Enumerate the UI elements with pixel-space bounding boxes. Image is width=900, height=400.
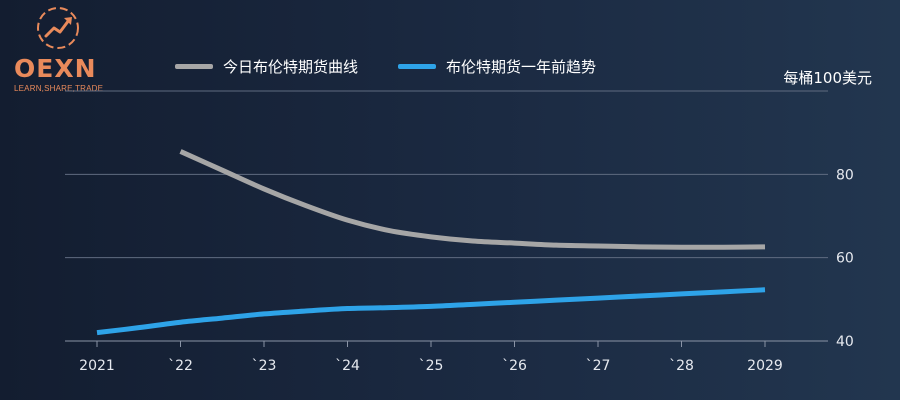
series-line-today-curve (179, 149, 766, 250)
brand-tagline: LEARN,SHARE,TRADE (14, 84, 104, 93)
chart-legend: 今日布伦特期货曲线 布伦特期货一年前趋势 (175, 56, 636, 77)
x-tick-label: `28 (669, 358, 694, 374)
legend-swatch-year-ago (398, 64, 437, 69)
x-tick-label: 2021 (79, 358, 115, 374)
y-tick-label: 60 (836, 251, 854, 267)
brand-logo: OEXN LEARN,SHARE,TRADE (6, 4, 116, 96)
legend-label-today: 今日布伦特期货曲线 (223, 58, 359, 76)
tick-labels: 40 60 80 2021 `22 `23 `24 `25 `26 `27 `28 2029 (79, 167, 854, 374)
x-tick-label: `23 (252, 358, 277, 374)
x-tick-label: `26 (502, 358, 527, 374)
legend-swatch-today (175, 64, 213, 69)
brand-name: OEXN (14, 54, 97, 83)
y-tick-label: 80 (836, 167, 854, 183)
y-axis-unit-label: 每桶100美元 (783, 69, 872, 87)
x-tick-label: `22 (168, 358, 193, 374)
legend-item-year-ago: 布伦特期货一年前趋势 (398, 56, 596, 77)
x-tick-label: 2029 (747, 358, 783, 374)
x-tick-label: `25 (419, 358, 444, 374)
x-tick-label: `27 (586, 358, 611, 374)
legend-item-today: 今日布伦特期货曲线 (175, 56, 358, 77)
x-tick-label: `24 (335, 358, 360, 374)
legend-label-year-ago: 布伦特期货一年前趋势 (446, 58, 597, 76)
trend-up-icon (37, 7, 79, 49)
y-tick-label: 40 (836, 334, 854, 350)
series-line-year-ago (96, 287, 766, 336)
series-lines (96, 149, 766, 336)
grid-lines (65, 90, 828, 347)
